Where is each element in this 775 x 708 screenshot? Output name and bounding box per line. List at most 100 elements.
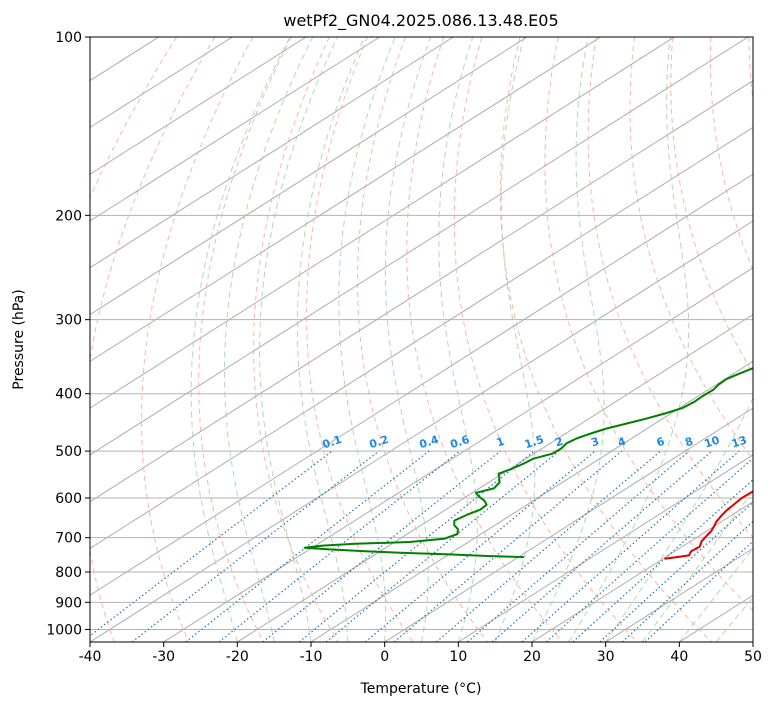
x-tick-label: -10: [300, 649, 323, 665]
axes: -40 -30 -20 -10 0 10 20 30 40 5010020030040050060…: [46, 30, 762, 665]
isotherm: [90, 80, 753, 503]
mixing-ratio-label: 0.6: [449, 433, 472, 451]
isotherm: [90, 173, 753, 596]
moist-adiabat: [605, 396, 753, 642]
moist-adiabat: [678, 547, 753, 642]
dry-adiabat: [587, 37, 753, 539]
mixing-ratio-label: 0.1: [321, 433, 344, 451]
mixing-ratio-line: [131, 450, 380, 642]
chart-title: wetPf2_GN04.2025.086.13.48.E05: [283, 11, 558, 31]
background-lines: [90, 37, 753, 642]
dry-adiabat: [709, 37, 753, 272]
y-tick-label: 200: [55, 208, 82, 224]
x-tick-label: 40: [670, 649, 688, 665]
isotherm: [90, 37, 528, 316]
y-tick-label: 800: [55, 565, 82, 581]
isotherm: [310, 360, 753, 642]
y-tick-label: 900: [55, 595, 82, 611]
y-axis-label: Pressure (hPa): [11, 289, 27, 389]
mixing-ratio-line: [545, 457, 753, 642]
x-axis-label: Temperature (°C): [360, 681, 482, 697]
dry-adiabat: [629, 37, 753, 461]
moist-adiabat: [568, 37, 690, 642]
mixing-ratio-line: [491, 450, 713, 642]
mixing-ratio-line: [298, 450, 535, 642]
dry-adiabat: [357, 37, 488, 642]
x-tick-label: 30: [597, 649, 615, 665]
moist-adiabat: [296, 37, 365, 642]
y-tick-label: 100: [55, 30, 82, 46]
dry-adiabat: [544, 37, 753, 612]
temperature-profile: [664, 490, 753, 560]
isotherm: [163, 267, 753, 642]
x-tick-label: 50: [744, 649, 762, 665]
mixing-ratio-label: 0.4: [418, 433, 441, 451]
mixing-ratio-line: [436, 450, 661, 642]
isotherm: [90, 37, 380, 222]
line-labels: -100-90-80-70-60-50-40-30-20-10010203040…: [321, 433, 753, 451]
x-tick-label: 0: [380, 649, 389, 665]
dry-adiabat: [499, 37, 713, 642]
isotherm: [90, 126, 753, 550]
y-tick-label: 500: [55, 444, 82, 460]
mixing-ratio-label: 4: [616, 435, 628, 450]
mixing-ratio-label: 2: [553, 435, 564, 450]
isotherm: [90, 37, 749, 456]
y-tick-label: 400: [55, 387, 82, 403]
moist-adiabat: [384, 37, 432, 642]
mixing-ratio-line: [572, 479, 753, 642]
mixing-ratio-line: [262, 450, 501, 642]
mixing-ratio-label: 1.5: [523, 433, 546, 451]
moist-adiabat: [338, 37, 396, 642]
x-tick-label: 10: [449, 649, 467, 665]
x-tick-label: 20: [523, 649, 541, 665]
dry-adiabat: [306, 37, 414, 642]
mixing-ratio-line: [90, 450, 333, 637]
y-tick-label: 300: [55, 313, 82, 329]
moist-adiabat: [259, 37, 338, 642]
isotherm: [237, 313, 753, 642]
dry-adiabat: [670, 37, 753, 375]
isotherm: [384, 407, 753, 642]
dry-adiabat: [406, 37, 563, 642]
mixing-ratio-line: [364, 450, 596, 642]
mixing-ratio-line: [218, 450, 461, 642]
isotherm: [90, 37, 601, 362]
moist-adiabat: [531, 37, 605, 642]
mixing-ratio-label: 1: [495, 435, 506, 450]
mixing-ratio-label: 6: [655, 435, 667, 450]
mixing-ratio-label: 3: [589, 435, 600, 450]
dry-adiabat: [141, 37, 254, 642]
mixing-ratio-label: 13: [730, 434, 749, 451]
dry-adiabat: [453, 37, 638, 642]
moist-adiabat: [642, 489, 753, 642]
y-tick-label: 700: [55, 531, 82, 547]
isotherm: [90, 37, 307, 175]
moist-adiabat: [224, 37, 314, 642]
dry-adiabat: [90, 37, 216, 642]
x-tick-label: -40: [79, 649, 102, 665]
dry-adiabat: [198, 37, 292, 642]
x-tick-label: -30: [152, 649, 175, 665]
mixing-ratio-line: [393, 450, 623, 642]
isotherm: [458, 454, 753, 642]
moist-adiabat: [494, 37, 536, 642]
dry-adiabat: [253, 37, 339, 642]
plot-frame: [89, 36, 754, 643]
moist-adiabat: [438, 37, 478, 642]
mixing-ratio-label: 8: [683, 435, 694, 450]
moist-adiabat: [190, 37, 291, 642]
y-tick-label: 1000: [46, 622, 82, 638]
mixing-ratio-label: 10: [703, 433, 722, 450]
moist-adiabat: [715, 596, 753, 642]
x-tick-label: -20: [226, 649, 249, 665]
mixing-ratio-line: [325, 450, 560, 642]
dewpoint-profile: [303, 367, 753, 559]
profiles: [303, 367, 753, 560]
isotherm: [531, 501, 753, 642]
mixing-ratio-label: 0.2: [368, 433, 391, 451]
y-tick-label: 600: [55, 491, 82, 507]
isotherm: [90, 37, 454, 269]
isotherm: [90, 37, 675, 409]
